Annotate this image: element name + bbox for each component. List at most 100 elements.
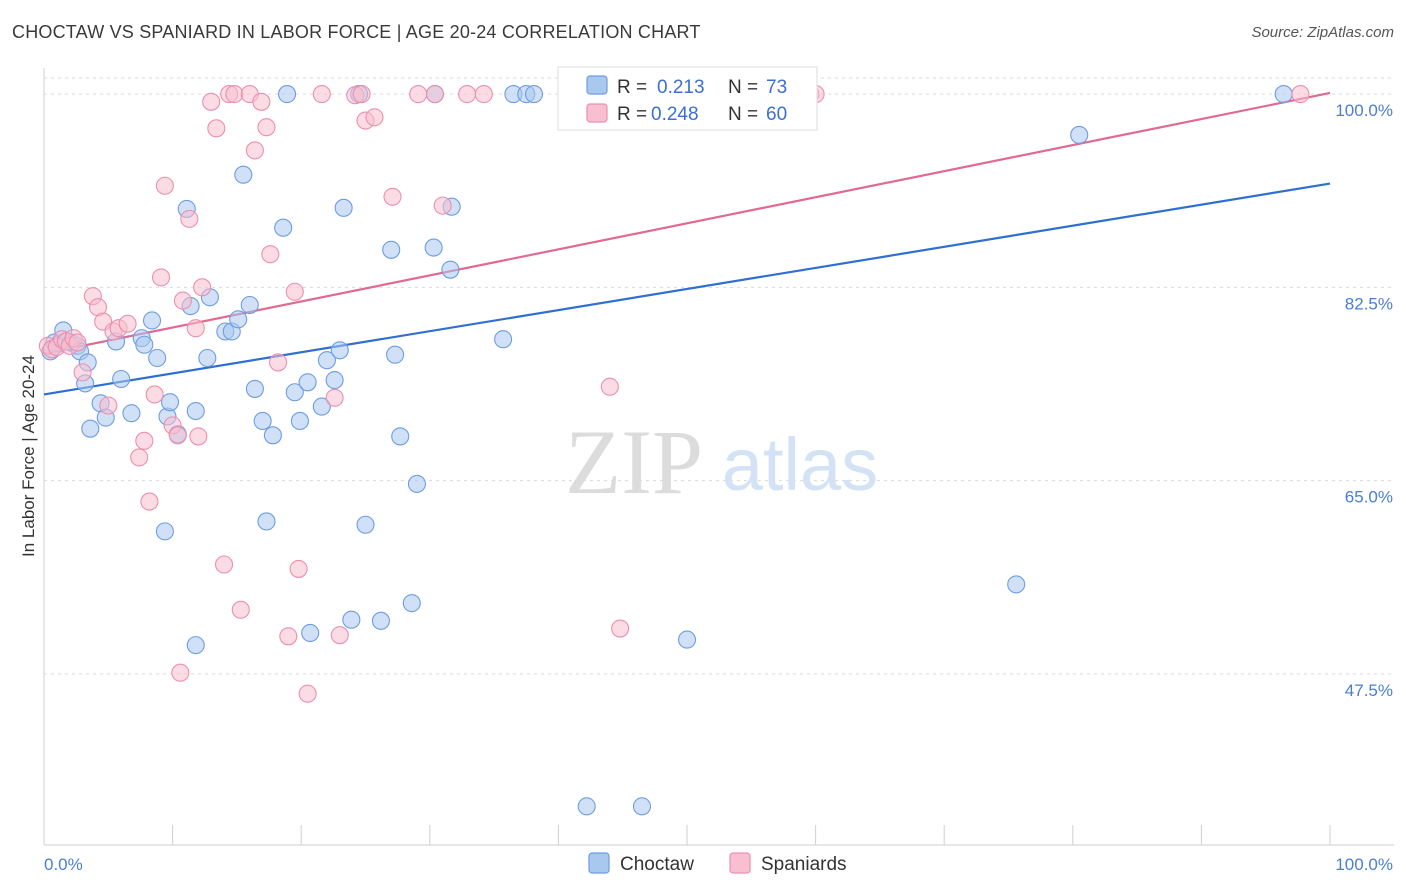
point-spaniards [207, 119, 226, 138]
point-spaniards [352, 85, 371, 104]
legend-r-value-1: 0.248 [651, 104, 699, 125]
point-spaniards [1291, 85, 1310, 104]
point-spaniards [186, 319, 205, 338]
point-choctaw [198, 348, 217, 368]
point-choctaw [330, 341, 349, 360]
point-spaniards [312, 85, 331, 104]
point-spaniards [257, 118, 276, 137]
trend-layer [43, 91, 1331, 396]
point-choctaw [229, 310, 248, 329]
point-spaniards [474, 85, 493, 104]
point-choctaw [1007, 575, 1026, 594]
point-spaniards [433, 196, 452, 215]
point-spaniards [68, 333, 87, 352]
point-choctaw [325, 371, 344, 390]
point-choctaw [160, 393, 180, 412]
point-choctaw [334, 198, 353, 217]
point-spaniards [171, 663, 190, 682]
point-spaniards [225, 85, 244, 104]
point-spaniards [99, 396, 118, 415]
point-choctaw [122, 404, 141, 423]
point-spaniards [202, 92, 221, 111]
point-choctaw [577, 797, 596, 816]
point-choctaw [253, 411, 272, 431]
point-choctaw [441, 260, 460, 279]
point-spaniards [325, 388, 344, 407]
point-spaniards [425, 85, 444, 104]
point-choctaw [386, 345, 405, 364]
point-spaniards [135, 431, 154, 450]
point-choctaw [494, 330, 513, 349]
point-choctaw [317, 351, 336, 370]
point-choctaw [1274, 85, 1293, 104]
point-choctaw [298, 373, 317, 392]
point-choctaw [391, 427, 410, 446]
point-spaniards [145, 385, 164, 404]
trend-line-spaniards [43, 91, 1331, 355]
point-spaniards [180, 209, 199, 228]
point-spaniards [173, 291, 192, 310]
point-spaniards [231, 600, 250, 619]
point-choctaw [285, 383, 304, 402]
point-spaniards [252, 92, 271, 111]
point-spaniards [365, 108, 384, 127]
point-choctaw [356, 515, 375, 534]
point-spaniards [151, 268, 171, 287]
point-spaniards [409, 85, 428, 104]
point-spaniards [611, 619, 630, 638]
legend-r-value-0: 0.213 [657, 77, 705, 98]
point-choctaw [274, 218, 293, 237]
point-choctaw [186, 401, 205, 421]
point-choctaw [342, 610, 361, 629]
stats-legend: R = 0.213 N = 73 R = 0.248 N = 60 [557, 66, 818, 131]
point-choctaw [407, 474, 426, 493]
y-tick-label: 47.5% [1345, 681, 1393, 700]
legend-r-label-1: R = [617, 104, 647, 125]
point-choctaw [257, 512, 276, 531]
source-label: Source: ZipAtlas.com [1251, 24, 1394, 41]
watermark: ZIP atlas [565, 411, 878, 513]
point-choctaw [245, 379, 264, 398]
point-choctaw [135, 335, 154, 354]
point-choctaw [186, 636, 205, 655]
point-spaniards [261, 245, 280, 264]
legend-n-value-1: 60 [766, 104, 787, 125]
point-choctaw [301, 623, 320, 643]
y-tick-label: 82.5% [1345, 294, 1393, 313]
point-spaniards [298, 684, 317, 703]
legend-swatch-choctaw [586, 75, 608, 95]
point-choctaw [312, 397, 331, 416]
bottom-legend-swatch-spaniards [729, 852, 751, 874]
point-choctaw [81, 419, 100, 438]
legend-n-value-0: 73 [766, 77, 787, 98]
point-spaniards [279, 627, 298, 646]
x-tick-label-max: 100.0% [1335, 855, 1393, 874]
bottom-legend: Choctaw Spaniards [588, 852, 847, 875]
point-choctaw [1070, 125, 1089, 144]
point-spaniards [600, 377, 619, 396]
legend-n-label-1: N = [728, 104, 758, 125]
point-spaniards [269, 353, 288, 372]
y-tick-label: 65.0% [1345, 488, 1393, 507]
point-choctaw [632, 797, 652, 816]
bottom-legend-label-choctaw: Choctaw [620, 854, 694, 875]
legend-swatch-spaniards [586, 103, 608, 123]
point-choctaw [371, 611, 390, 630]
point-spaniards [130, 448, 149, 467]
point-choctaw [402, 594, 421, 613]
trend-line-choctaw [43, 182, 1331, 396]
x-tick-label-min: 0.0% [44, 855, 83, 874]
point-choctaw [677, 630, 697, 649]
point-spaniards [140, 492, 159, 511]
point-choctaw [524, 85, 544, 104]
chart-title: CHOCTAW VS SPANIARD IN LABOR FORCE | AGE… [12, 22, 701, 42]
point-choctaw [155, 522, 174, 541]
point-spaniards [330, 626, 349, 645]
point-choctaw [278, 85, 297, 104]
point-spaniards [245, 141, 264, 160]
point-choctaw [424, 238, 443, 257]
point-spaniards [458, 85, 477, 104]
watermark-atlas: atlas [722, 423, 878, 506]
point-spaniards [168, 426, 187, 445]
